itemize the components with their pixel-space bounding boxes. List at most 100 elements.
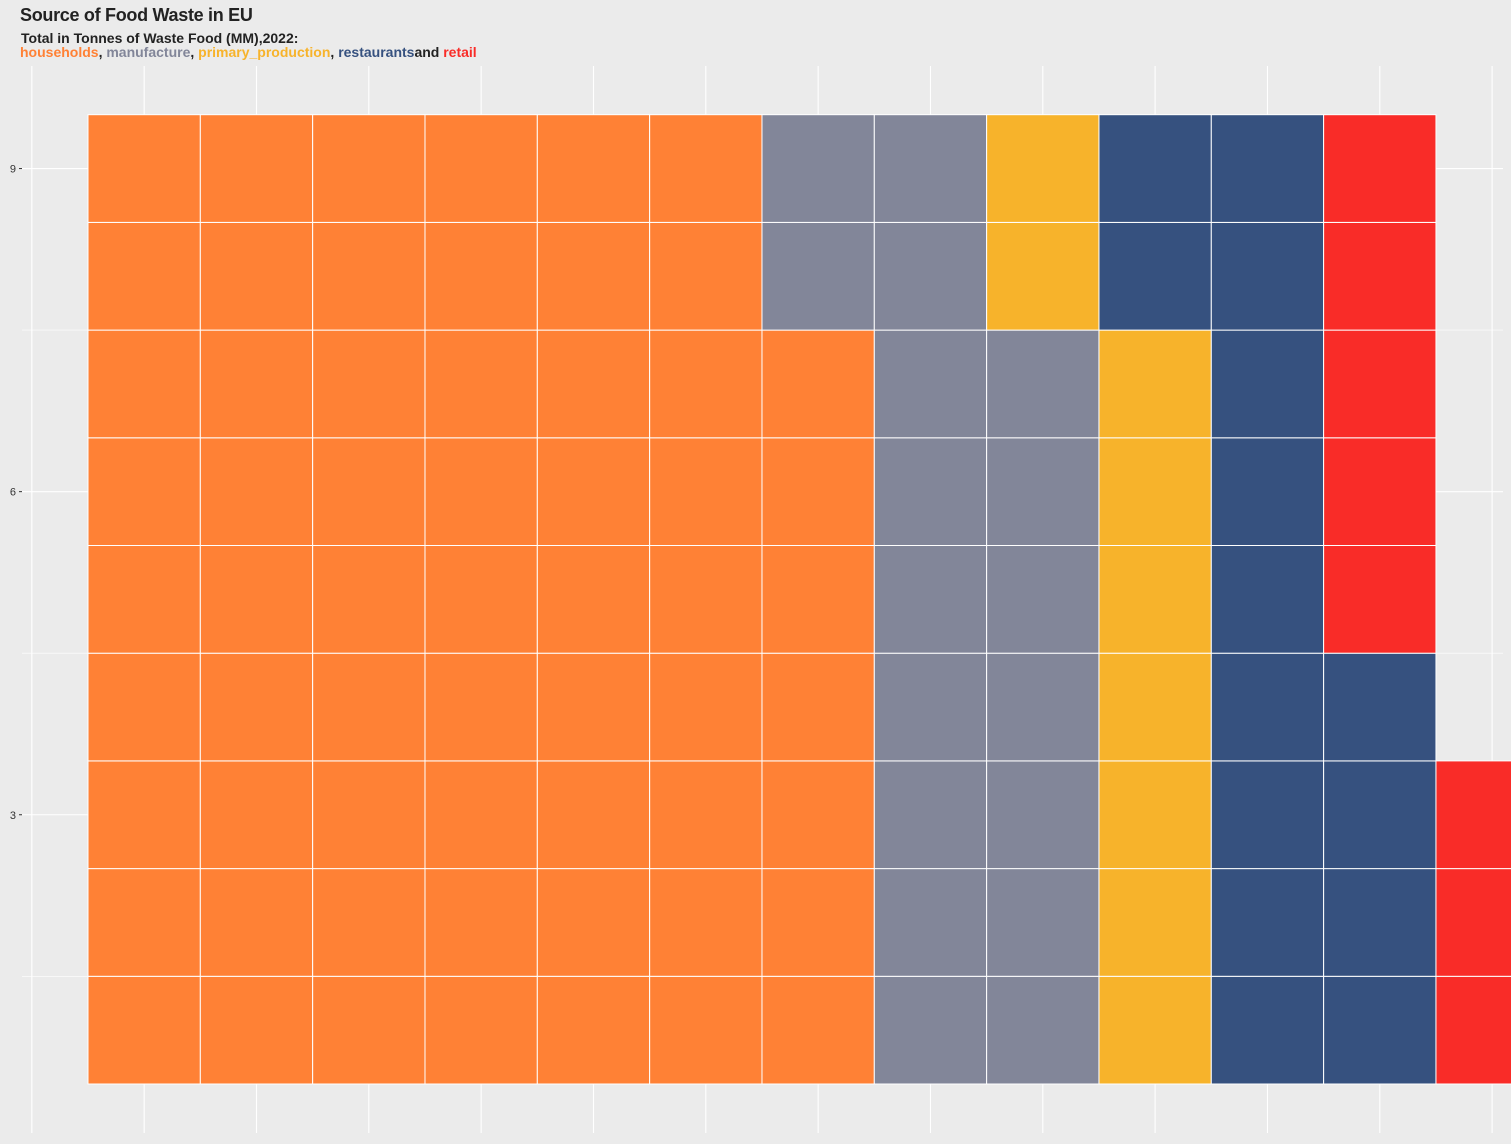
- waffle-tile-households: [312, 329, 426, 439]
- waffle-tile-manufacture: [761, 114, 875, 223]
- waffle-tile-households: [649, 760, 763, 870]
- waffle-tile-households: [199, 221, 314, 331]
- legend-primary-production: primary_production: [198, 44, 331, 60]
- waffle-tile-restaurants: [1210, 975, 1325, 1085]
- waffle-tile-retail: [1323, 221, 1437, 331]
- waffle-tile-manufacture: [873, 329, 988, 439]
- waffle-tile-households: [312, 760, 426, 870]
- waffle-tile-households: [649, 437, 763, 546]
- legend-separator: and: [414, 44, 444, 60]
- waffle-tile-primary-production: [1098, 652, 1212, 762]
- waffle-tile-primary-production: [986, 114, 1100, 223]
- waffle-tile-households: [424, 975, 538, 1085]
- waffle-tile-manufacture: [761, 221, 875, 331]
- waffle-tile-households: [536, 437, 651, 546]
- waffle-tile-retail: [1435, 760, 1511, 870]
- waffle-tile-retail: [1323, 114, 1437, 223]
- waffle-tile-households: [312, 975, 426, 1085]
- waffle-tile-households: [649, 868, 763, 977]
- waffle-tile-retail: [1435, 868, 1511, 977]
- y-tick-label: 3: [10, 810, 16, 822]
- waffle-tile-primary-production: [986, 221, 1100, 331]
- waffle-tile-households: [424, 329, 538, 439]
- waffle-tile-households: [199, 652, 314, 762]
- chart-title: Source of Food Waste in EU: [20, 5, 253, 25]
- waffle-tile-households: [312, 221, 426, 331]
- waffle-tile-households: [312, 437, 426, 546]
- waffle-tile-households: [424, 437, 538, 546]
- waffle-tile-restaurants: [1323, 760, 1437, 870]
- waffle-tile-manufacture: [986, 975, 1100, 1085]
- waffle-tile-households: [649, 114, 763, 223]
- waffle-tile-households: [424, 760, 538, 870]
- waffle-tile-households: [536, 221, 651, 331]
- waffle-tile-households: [424, 868, 538, 977]
- waffle-tile-restaurants: [1323, 652, 1437, 762]
- legend-separator: ,: [98, 44, 107, 60]
- waffle-tile-restaurants: [1098, 221, 1212, 331]
- waffle-tile-restaurants: [1098, 114, 1212, 223]
- waffle-tile-restaurants: [1323, 975, 1437, 1085]
- waffle-tile-manufacture: [873, 114, 988, 223]
- waffle-tile-manufacture: [986, 760, 1100, 870]
- waffle-tile-households: [199, 868, 314, 977]
- legend-restaurants: restaurants: [338, 44, 415, 60]
- waffle-tile-manufacture: [873, 221, 988, 331]
- waffle-tile-households: [87, 221, 201, 331]
- waffle-tile-retail: [1435, 975, 1511, 1085]
- waffle-tile-households: [87, 329, 201, 439]
- waffle-tile-households: [87, 760, 201, 870]
- waffle-tile-primary-production: [1098, 975, 1212, 1085]
- waffle-tile-households: [87, 545, 201, 654]
- waffle-tile-households: [199, 329, 314, 439]
- waffle-tile-households: [536, 329, 651, 439]
- waffle-tile-households: [649, 329, 763, 439]
- waffle-tile-households: [312, 545, 426, 654]
- waffle-tile-households: [424, 545, 538, 654]
- waffle-tile-households: [87, 975, 201, 1085]
- waffle-tile-retail: [1323, 437, 1437, 546]
- waffle-tile-households: [649, 545, 763, 654]
- waffle-tile-manufacture: [873, 975, 988, 1085]
- waffle-tile-restaurants: [1210, 221, 1325, 331]
- waffle-tile-restaurants: [1210, 652, 1325, 762]
- legend-households: households: [20, 44, 99, 60]
- waffle-tile-households: [649, 975, 763, 1085]
- waffle-tile-households: [536, 652, 651, 762]
- waffle-tile-households: [87, 868, 201, 977]
- waffle-tile-manufacture: [986, 868, 1100, 977]
- waffle-tile-manufacture: [873, 868, 988, 977]
- waffle-tile-primary-production: [1098, 545, 1212, 654]
- waffle-tile-households: [761, 868, 875, 977]
- waffle-tile-primary-production: [1098, 760, 1212, 870]
- waffle-tile-households: [761, 975, 875, 1085]
- waffle-tile-restaurants: [1323, 868, 1437, 977]
- waffle-tile-households: [536, 114, 651, 223]
- waffle-tile-households: [87, 652, 201, 762]
- waffle-tile-households: [312, 868, 426, 977]
- waffle-tile-households: [87, 437, 201, 546]
- chart-subtitle: Total in Tonnes of Waste Food (MM),2022:: [21, 30, 299, 46]
- waffle-tile-households: [649, 221, 763, 331]
- waffle-tile-restaurants: [1210, 437, 1325, 546]
- waffle-tile-primary-production: [1098, 329, 1212, 439]
- waffle-tile-households: [761, 652, 875, 762]
- waffle-tile-primary-production: [1098, 868, 1212, 977]
- waffle-tile-households: [199, 545, 314, 654]
- waffle-tile-households: [761, 329, 875, 439]
- waffle-tile-manufacture: [873, 652, 988, 762]
- y-tick-label: 9: [10, 164, 16, 176]
- waffle-tile-households: [536, 975, 651, 1085]
- waffle-tile-manufacture: [873, 437, 988, 546]
- waffle-tile-households: [761, 437, 875, 546]
- waffle-tile-households: [199, 114, 314, 223]
- waffle-tile-households: [536, 760, 651, 870]
- waffle-tile-manufacture: [986, 329, 1100, 439]
- waffle-tile-households: [424, 221, 538, 331]
- waffle-tile-restaurants: [1210, 329, 1325, 439]
- waffle-tile-households: [312, 652, 426, 762]
- legend-retail: retail: [443, 44, 477, 60]
- waffle-tile-restaurants: [1210, 760, 1325, 870]
- waffle-tile-households: [199, 760, 314, 870]
- waffle-tile-retail: [1323, 329, 1437, 439]
